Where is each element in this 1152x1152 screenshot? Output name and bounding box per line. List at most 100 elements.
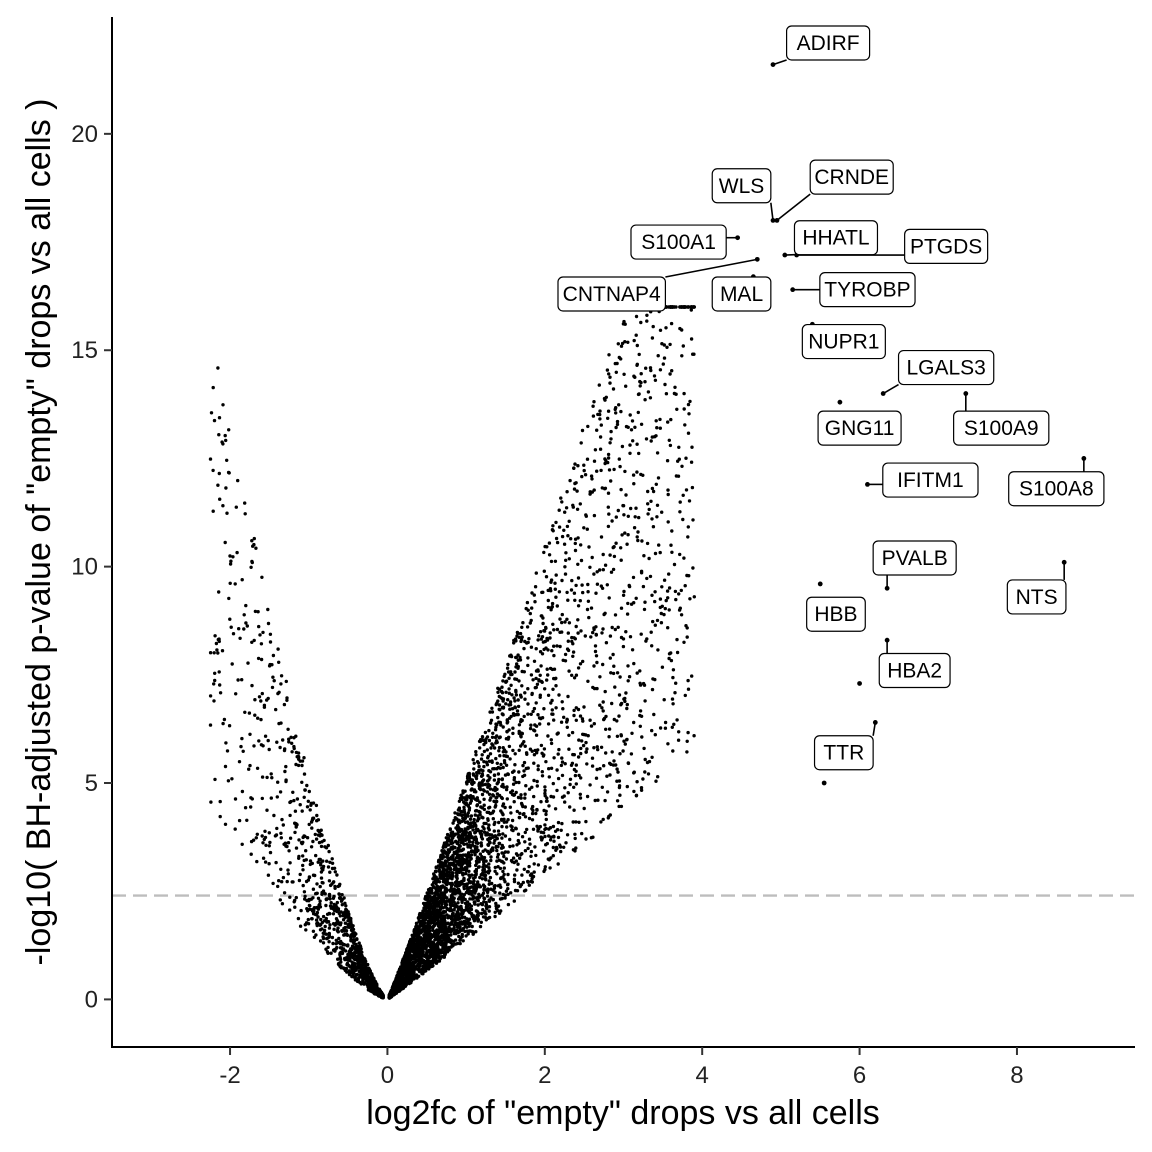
data-point [463,827,467,831]
data-point [469,814,474,818]
data-point [474,750,478,754]
data-point [494,844,498,849]
data-point [659,611,663,616]
data-point [660,585,664,589]
data-point [650,644,654,648]
data-point [428,950,432,954]
data-point [519,796,523,800]
data-point [337,892,341,896]
data-point [346,919,350,923]
data-point [546,605,551,610]
data-point [532,778,536,783]
data-point [473,831,477,835]
data-point [509,891,513,895]
data-point [534,733,539,737]
data-point [562,845,566,849]
data-point [506,662,510,667]
data-point [452,818,456,823]
data-point [579,558,584,563]
data-point [440,861,444,865]
data-point [287,740,291,744]
data-point [310,861,314,866]
data-point [495,761,499,765]
data-point [533,600,537,604]
data-point [233,797,238,801]
data-point [295,823,299,827]
data-point [334,942,338,946]
data-point [653,677,657,682]
data-point [464,853,468,858]
data-point [507,703,511,707]
data-point [636,538,640,543]
data-point [534,676,538,681]
data-point [494,901,498,906]
data-point [680,464,684,468]
data-point [581,659,585,664]
data-point [228,554,232,558]
data-point [674,474,679,478]
data-point [425,959,430,963]
data-point [436,938,440,942]
data-point [475,803,479,808]
data-point [529,723,533,727]
data-point [465,776,470,781]
data-point [233,582,237,586]
data-point [309,897,313,901]
data-point [507,691,511,695]
data-point [265,808,269,812]
data-point [355,937,359,942]
data-point [477,865,481,869]
data-point [301,854,305,858]
data-point [571,820,575,824]
data-point [437,914,441,918]
data-point [467,773,471,777]
data-point [544,812,548,817]
data-point [609,437,613,441]
data-point [437,868,441,873]
data-point [554,848,558,852]
data-point [488,721,493,725]
data-point [665,589,670,593]
data-point [496,852,500,857]
data-point [482,855,487,860]
data-point [655,515,659,519]
data-point [288,836,293,840]
data-point [624,691,628,695]
data-point [495,740,499,745]
data-point [322,919,327,923]
data-point [213,634,217,638]
data-point [288,908,292,912]
data-point [356,977,360,981]
data-point [331,941,335,946]
data-point [645,576,649,581]
data-point [487,792,492,796]
data-point [544,760,548,764]
data-point [560,578,564,583]
data-point [615,779,619,783]
data-point [444,886,448,891]
data-point [668,372,672,376]
data-point [263,829,267,833]
data-point [495,767,499,771]
data-point [523,849,528,853]
data-point [510,828,514,832]
data-point [419,936,423,940]
data-point [587,615,591,620]
data-point [263,860,268,864]
data-point [349,921,353,925]
data-point [476,913,480,918]
data-point [487,899,492,903]
data-point [514,826,518,830]
data-point [266,738,270,743]
data-point [603,461,607,466]
data-point [650,728,654,733]
data-point [686,535,690,539]
data-point [562,715,566,719]
data-point [473,900,477,904]
data-point [332,902,336,907]
data-point [327,931,331,936]
data-point [530,785,534,789]
data-point [465,820,470,824]
data-point [353,978,358,982]
data-point [497,858,501,862]
